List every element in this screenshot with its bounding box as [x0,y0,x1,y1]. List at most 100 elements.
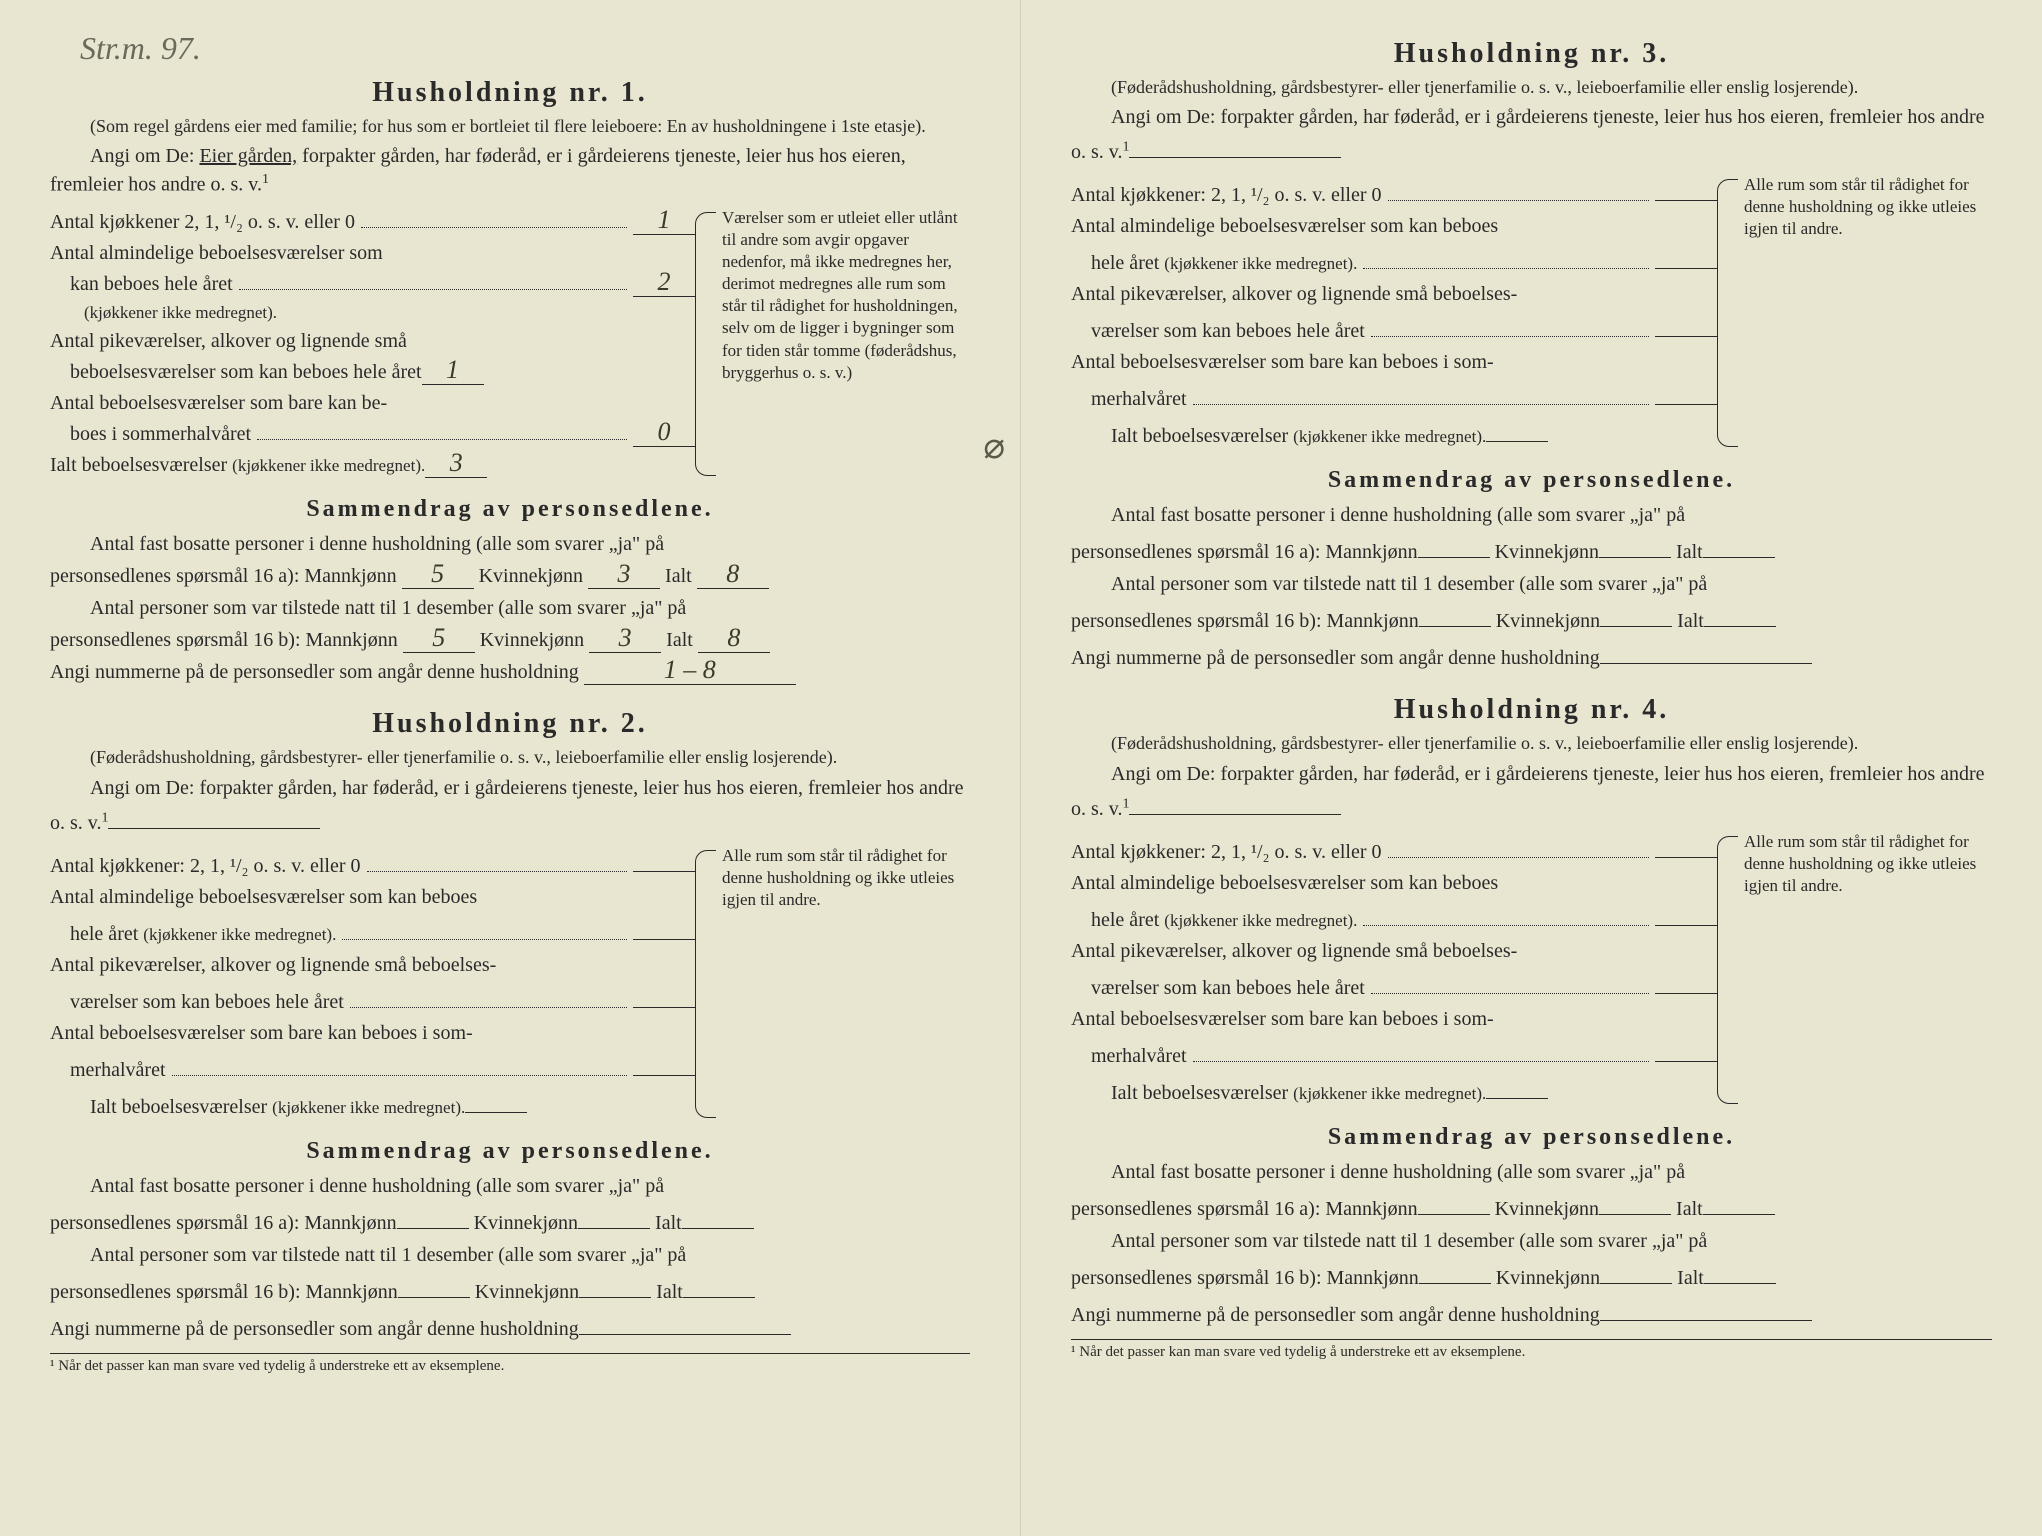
h1-ialt-a[interactable]: 8 [697,562,769,589]
h1-numrene[interactable]: 1 – 8 [584,658,796,685]
h1-kvinn-a[interactable]: 3 [588,562,660,589]
h2-sum-fast-b: personsedlenes spørsmål 16 a): Mannkjønn… [50,1202,970,1239]
h1-alm-value[interactable]: 2 [633,270,695,297]
side-annotation: ⌀ [983,425,1005,467]
h2-sommer-value[interactable] [633,1049,695,1076]
h3-numrene[interactable] [1600,637,1812,664]
h3-sum-til-a: Antal personer som var tilstede natt til… [1071,568,1992,600]
h2-ialt-value[interactable] [465,1086,527,1113]
h2-kjokkener: Antal kjøkkener: 2, 1, ¹/₂ o. s. v. elle… [50,851,361,882]
h4-kjokkener-value[interactable] [1655,831,1717,858]
h3-summary-title: Sammendrag av personsedlene. [1071,467,1992,494]
h1-side-note: Værelser som er utleiet eller utlånt til… [695,207,970,481]
h2-kvinn-a[interactable] [578,1202,650,1229]
h1-sum-fast-b: personsedlenes spørsmål 16 a): Mannkjønn… [50,560,970,592]
h1-title: Husholdning nr. 1. [50,77,970,109]
h4-ialt-value[interactable] [1486,1072,1548,1099]
household-4: Husholdning nr. 4. (Føderådshusholdning,… [1071,694,1992,1360]
h4-alm-value[interactable] [1655,899,1717,926]
h1-mann-a[interactable]: 5 [402,562,474,589]
h4-sum-til-a: Antal personer som var tilstede natt til… [1071,1225,1992,1257]
h4-title: Husholdning nr. 4. [1071,694,1992,726]
h2-mann-b[interactable] [398,1271,470,1298]
h3-kjokkener-value[interactable] [1655,174,1717,201]
h4-numrene[interactable] [1600,1294,1812,1321]
h2-intro-blank[interactable] [108,802,320,829]
h3-sommer-value[interactable] [1655,378,1717,405]
h2-sum-num: Angi nummerne på de personsedler som ang… [50,1308,970,1345]
h4-kvinn-a[interactable] [1599,1188,1671,1215]
h1-sum-num: Angi nummerne på de personsedler som ang… [50,656,970,688]
h4-mann-b[interactable] [1419,1257,1491,1284]
h3-side-note: Alle rum som står til rådighet for denne… [1717,174,1992,452]
h4-intro: Angi om De: forpakter gården, har føderå… [1071,760,1992,823]
h2-sommer-a: Antal beboelsesværelser som bare kan beb… [50,1018,473,1049]
h2-side-note: Alle rum som står til rådighet for denne… [695,845,970,1123]
h1-sum-til-b: personsedlenes spørsmål 16 b): Mannkjønn… [50,624,970,656]
h3-intro-blank[interactable] [1129,131,1341,158]
h2-sum-til-a: Antal personer som var tilstede natt til… [50,1239,970,1271]
h1-sommer-value[interactable]: 0 [633,420,695,447]
h2-ialt-b[interactable] [683,1271,755,1298]
h2-sum-til-b: personsedlenes spørsmål 16 b): Mannkjønn… [50,1271,970,1308]
h1-alm-a: Antal almindelige beboelsesværelser som [50,238,383,269]
h4-sum-fast-b: personsedlenes spørsmål 16 a): Mannkjønn… [1071,1188,1992,1225]
h4-side-note: Alle rum som står til rådighet for denne… [1717,831,1992,1109]
h2-form: Antal kjøkkener: 2, 1, ¹/₂ o. s. v. elle… [50,845,970,1123]
h4-kvinn-b[interactable] [1600,1257,1672,1284]
h3-mann-b[interactable] [1419,600,1491,627]
h4-ialt-b[interactable] [1704,1257,1776,1284]
h4-kjokkener: Antal kjøkkener: 2, 1, ¹/₂ o. s. v. elle… [1071,837,1382,868]
h4-sommer-value[interactable] [1655,1035,1717,1062]
h1-sum-fast-a: Antal fast bosatte personer i denne hush… [50,528,970,560]
h3-sum-fast-a: Antal fast bosatte personer i denne hush… [1071,499,1992,531]
h2-alm-value[interactable] [633,913,695,940]
h2-sum-fast-a: Antal fast bosatte personer i denne hush… [50,1170,970,1202]
h3-alm-value[interactable] [1655,242,1717,269]
h1-kjokkener-value[interactable]: 1 [633,208,695,235]
handwriting-header: Str.m. 97. [80,30,970,67]
h1-ialt-label: Ialt beboelsesværelser (kjøkkener ikke m… [50,450,425,481]
h2-footnote: ¹ Når det passer kan man svare ved tydel… [50,1353,970,1375]
h4-sum-fast-a: Antal fast bosatte personer i denne hush… [1071,1156,1992,1188]
h2-pike-value[interactable] [633,981,695,1008]
h2-kvinn-b[interactable] [579,1271,651,1298]
h2-pike-a: Antal pikeværelser, alkover og lignende … [50,950,496,981]
h3-subtitle: (Føderådshusholdning, gårdsbestyrer- ell… [1071,75,1992,99]
h3-pike-value[interactable] [1655,310,1717,337]
household-2: Husholdning nr. 2. (Føderådshusholdning,… [50,708,970,1374]
h3-kvinn-a[interactable] [1599,531,1671,558]
h2-numrene[interactable] [579,1308,791,1335]
h4-pike-value[interactable] [1655,967,1717,994]
h3-sum-fast-b: personsedlenes spørsmål 16 a): Mannkjønn… [1071,531,1992,568]
h4-pike-a: Antal pikeværelser, alkover og lignende … [1071,936,1517,967]
h1-subtitle: (Som regel gårdens eier med familie; for… [50,114,970,138]
h4-sum-num: Angi nummerne på de personsedler som ang… [1071,1294,1992,1331]
h1-ialt-b[interactable]: 8 [698,626,770,653]
h1-kvinn-b[interactable]: 3 [589,626,661,653]
h3-mann-a[interactable] [1418,531,1490,558]
h1-mann-b[interactable]: 5 [403,626,475,653]
h4-ialt-a[interactable] [1703,1188,1775,1215]
h4-sum-til-b: personsedlenes spørsmål 16 b): Mannkjønn… [1071,1257,1992,1294]
h3-sum-num: Angi nummerne på de personsedler som ang… [1071,637,1992,674]
h1-ialt-value[interactable]: 3 [425,451,487,478]
h1-pike-value[interactable]: 1 [422,358,484,385]
h3-sommer-a: Antal beboelsesværelser som bare kan beb… [1071,347,1494,378]
h2-mann-a[interactable] [397,1202,469,1229]
h2-ialt-a[interactable] [682,1202,754,1229]
h1-summary-title: Sammendrag av personsedlene. [50,496,970,523]
h4-form: Antal kjøkkener: 2, 1, ¹/₂ o. s. v. elle… [1071,831,1992,1109]
h3-ialt-b[interactable] [1704,600,1776,627]
h1-underlined: Eier gården, [199,145,297,167]
h4-summary-title: Sammendrag av personsedlene. [1071,1124,1992,1151]
h4-alm-a: Antal almindelige beboelsesværelser som … [1071,868,1498,899]
h4-intro-blank[interactable] [1129,788,1341,815]
h3-ialt-value[interactable] [1486,415,1548,442]
h2-kjokkener-value[interactable] [633,845,695,872]
h4-mann-a[interactable] [1418,1188,1490,1215]
h1-sommer-a: Antal beboelsesværelser som bare kan be- [50,388,387,419]
h2-title: Husholdning nr. 2. [50,708,970,740]
h3-kvinn-b[interactable] [1600,600,1672,627]
h3-ialt-a[interactable] [1703,531,1775,558]
